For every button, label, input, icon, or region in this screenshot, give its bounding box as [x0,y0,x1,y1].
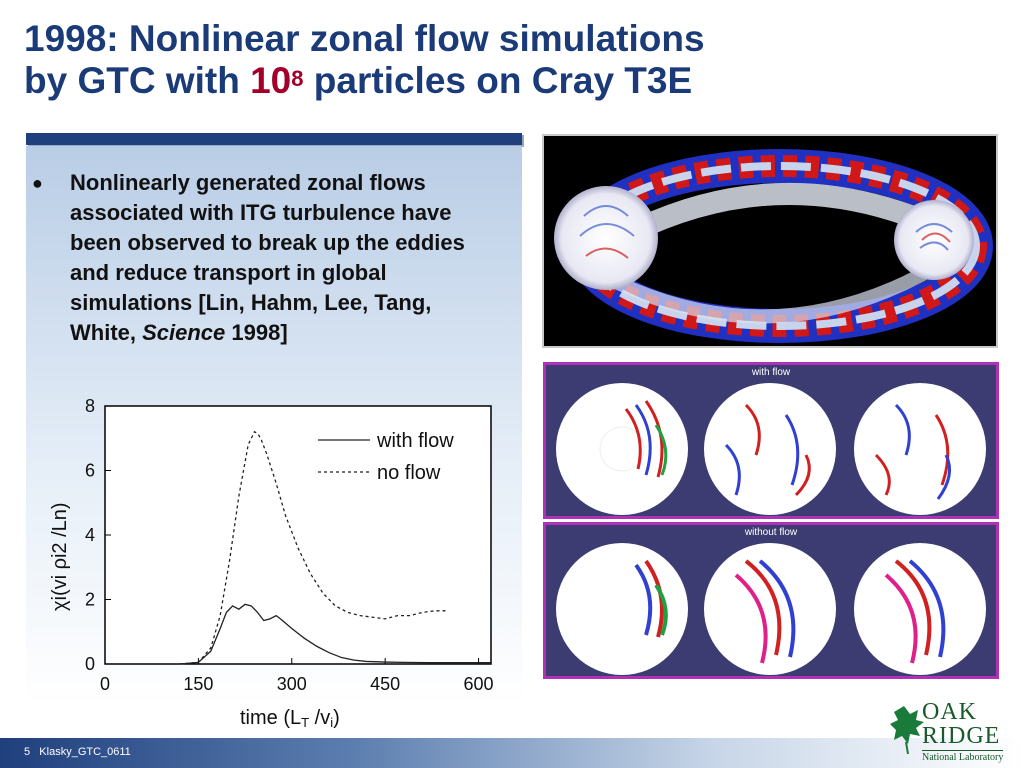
footer-label: Klasky_GTC_0611 [39,746,131,758]
legend-label-with-flow: with flow [376,430,454,452]
y-tick-label: 4 [85,525,95,545]
without-flow-poloidal-slices [556,543,986,675]
y-tick-label: 0 [85,654,95,674]
title-line-1: 1998: Nonlinear zonal flow simulations [24,18,705,59]
footer-bar [0,738,1024,768]
bullet-main-text: Nonlinearly generated zonal flows associ… [70,170,465,345]
legend-label-no-flow: no flow [377,462,441,484]
header-rule [26,133,522,145]
tokamak-simulation-image [542,134,998,348]
x-axis-label-sub2: i [330,715,333,730]
logo-oak: OAK [922,699,977,725]
bullet-dot-icon: ● [32,173,43,193]
page-number: 5 [24,746,31,758]
x-axis-label-close: ) [333,707,340,729]
series-line-with-flow [179,603,491,665]
title-particle-count: 108 [250,60,303,101]
logo-national-laboratory: National Laboratory [922,750,1004,763]
y-axis-label: χi(vi ρi2 /Ln) [49,502,71,611]
bullet-text: Nonlinearly generated zonal flows associ… [44,168,494,348]
y-tick-label: 2 [85,590,95,610]
bullet-end-text: 1998] [225,320,288,345]
series-line-no-flow [179,430,448,665]
title-particle-base: 10 [250,60,292,101]
x-tick-label: 150 [183,674,213,694]
footer-text: 5 Klasky_GTC_0611 [24,746,131,758]
y-tick-label: 8 [85,396,95,416]
x-tick-label: 450 [370,674,400,694]
x-axis-label-main: time (L [240,707,301,729]
slide-title: 1998: Nonlinear zonal flow simulations b… [24,18,1004,102]
bullet-item: ● Nonlinearly generated zonal flows asso… [32,168,494,348]
x-tick-label: 300 [277,674,307,694]
y-tick-label: 6 [85,461,95,481]
with-flow-poloidal-slices [556,383,986,515]
without-flow-caption: without flow [744,527,798,538]
title-particle-exponent: 8 [291,66,304,91]
x-tick-label: 600 [464,674,494,694]
x-tick-label: 0 [100,674,110,694]
x-axis-label: time (LT /vi) [240,707,340,730]
transport-chart: with flow no flow 0 150 300 450 600 0 2 4 6 8 tim… [49,396,494,730]
bullet-journal-name: Science [142,320,226,345]
title-line-2-prefix: by GTC with [24,60,251,101]
x-axis-label-end: /v [309,707,330,729]
logo-ridge: RIDGE [922,723,1001,749]
ornl-logo-text: OAK RIDGE National Laboratory [922,699,1004,763]
x-axis-label-sub: T [301,715,309,730]
title-line-2-suffix: particles on Cray T3E [303,60,693,101]
tokamak-graphic [554,149,993,343]
with-flow-panel: with flow [543,362,999,519]
with-flow-caption: with flow [751,367,791,378]
oak-leaf-icon [890,706,924,755]
plot-frame [104,405,492,665]
without-flow-panel: without flow [543,522,999,679]
